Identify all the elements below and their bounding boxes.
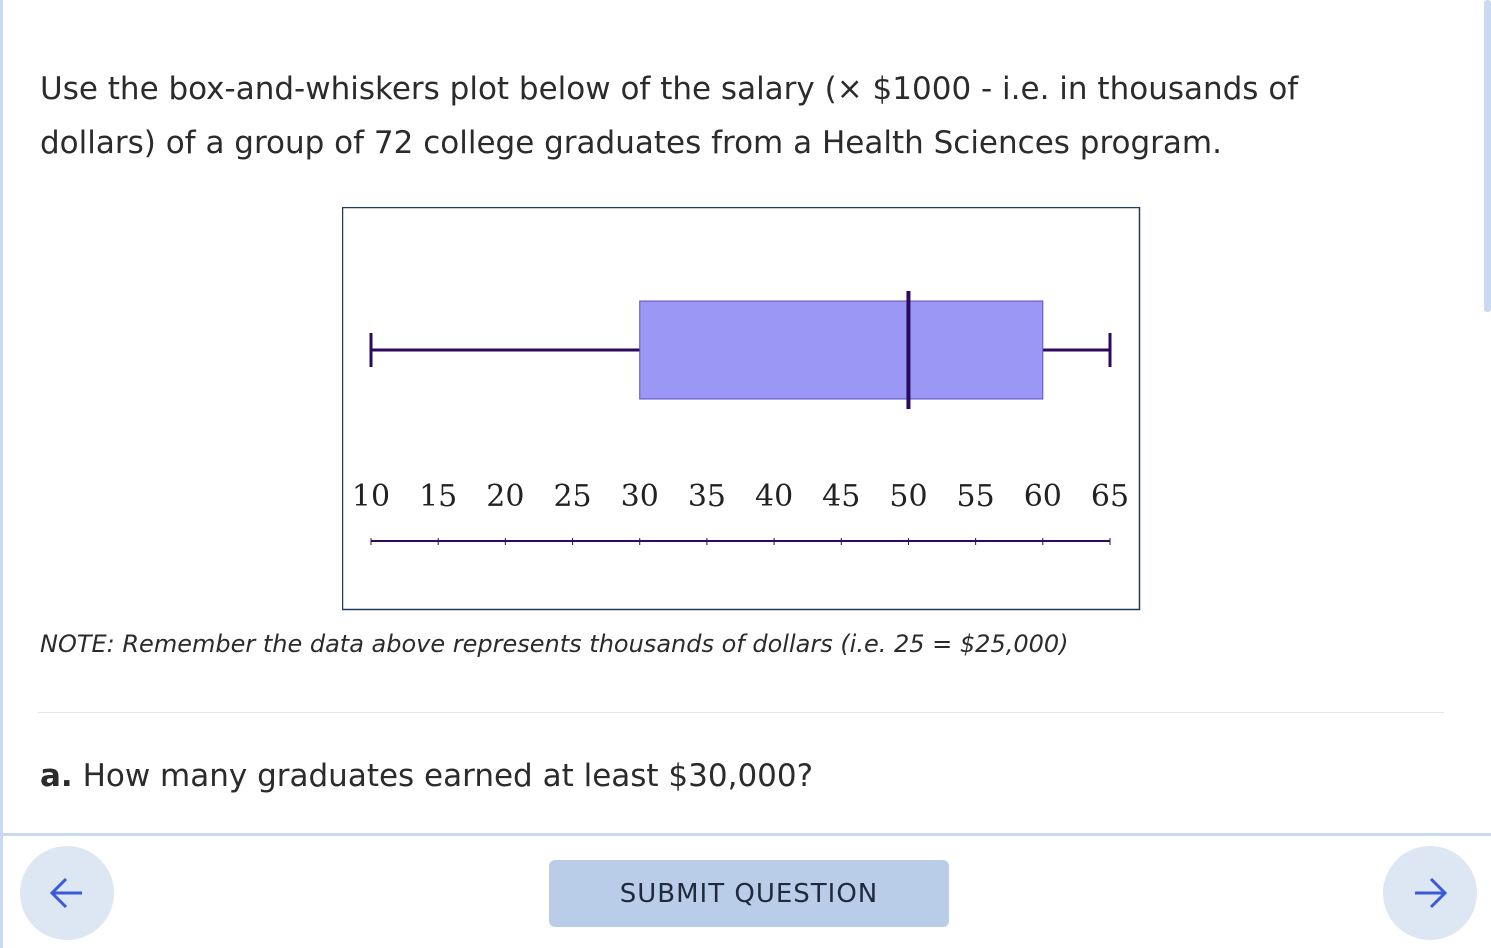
box-plot: 10 15 20 25 30 35 40 45 50 55 60 65: [342, 207, 1141, 611]
part-label: a.: [40, 758, 73, 794]
footer-rule: [0, 833, 1491, 836]
left-rule: [0, 0, 3, 948]
x-tick-label: 20: [486, 479, 524, 514]
x-tick-label: 65: [1091, 479, 1129, 514]
x-tick-label: 60: [1024, 479, 1062, 514]
x-tick-label: 35: [688, 479, 726, 514]
next-button[interactable]: [1383, 846, 1477, 940]
chart-frame: [342, 207, 1141, 611]
x-tick-label: 45: [822, 479, 860, 514]
box: [639, 300, 1044, 400]
x-tick-label: 50: [889, 479, 927, 514]
scrollbar[interactable]: [1484, 0, 1491, 312]
x-tick-label: 15: [419, 479, 457, 514]
prev-button[interactable]: [20, 846, 114, 940]
x-tick-label: 30: [621, 479, 659, 514]
prev-icon: [49, 877, 82, 909]
part-a: a. How many graduates earned at least $3…: [40, 758, 813, 794]
note: NOTE: Remember the data above represents…: [40, 630, 1069, 658]
x-tick-label: 40: [755, 479, 793, 514]
part-text: How many graduates earned at least $30,0…: [82, 758, 814, 794]
x-tick-label: 55: [957, 479, 995, 514]
question-prompt: Use the box-and-whiskers plot below of t…: [40, 71, 1299, 161]
x-tick-label: 10: [352, 479, 390, 514]
next-icon: [1415, 877, 1448, 909]
x-tick-label: 25: [553, 479, 591, 514]
separator: [38, 712, 1444, 713]
submit-button[interactable]: SUBMIT QUESTION: [549, 860, 949, 927]
